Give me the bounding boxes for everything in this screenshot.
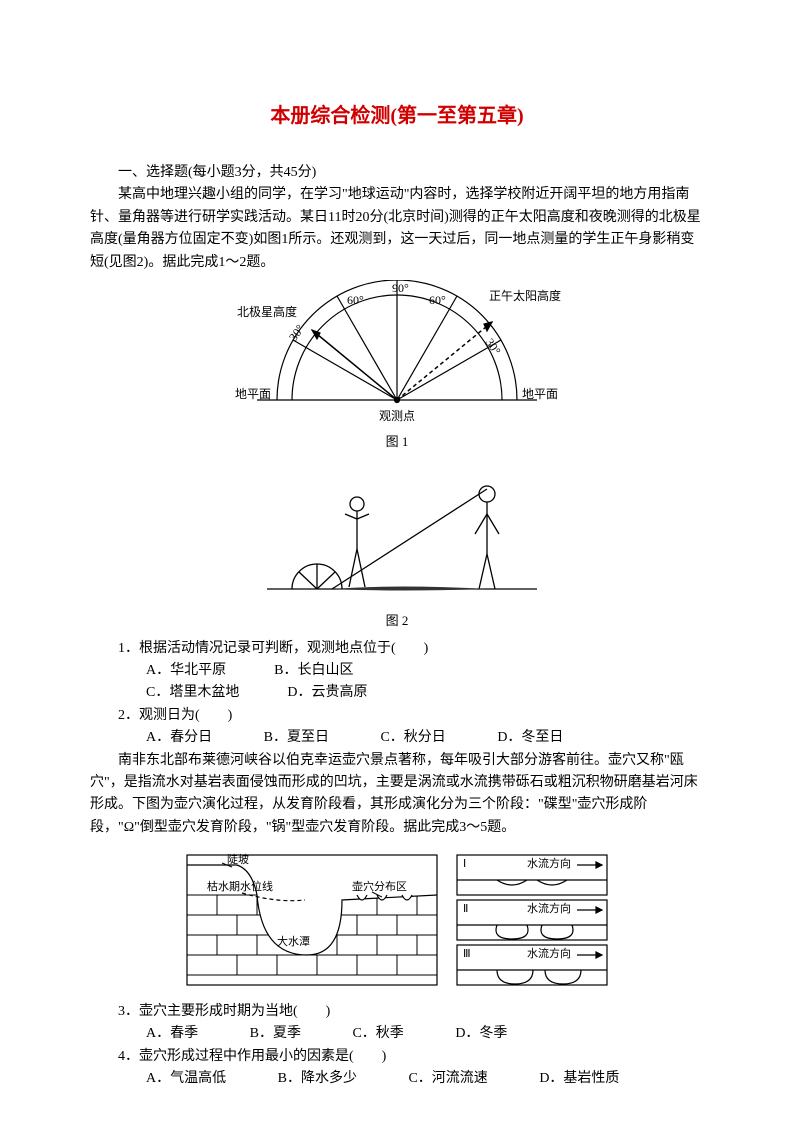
q2-stem: 2．观测日为( ) [90, 705, 704, 727]
q3-opt-c: C．秋季 [324, 1023, 403, 1045]
panel-3-roman: Ⅲ [463, 948, 471, 960]
deg-60-left-label: 60° [347, 293, 364, 307]
q2-opt-d: D．冬至日 [469, 727, 563, 749]
horizon-right-label: 地平面 [522, 387, 558, 401]
sun-altitude-label: 正午太阳高度 [489, 288, 561, 303]
q2-opt-c: C．秋分日 [352, 727, 445, 749]
shadow-svg [237, 459, 557, 609]
q3-options: A．春季 B．夏季 C．秋季 D．冬季 [90, 1023, 704, 1045]
figure-2-caption: 图 2 [90, 611, 704, 632]
q2-options: A．春分日 B．夏至日 C．秋分日 D．冬至日 [90, 727, 704, 749]
q4-opt-a: A．气温高低 [118, 1068, 226, 1090]
panel-2-flow: 水流方向 [527, 901, 571, 915]
q1-stem: 1．根据活动情况记录可判断，观测地点位于( ) [90, 638, 704, 660]
section-heading: 一、选择题(每小题3分，共45分) [90, 162, 704, 184]
polaris-label: 北极星高度 [237, 304, 297, 319]
deg-90-label: 90° [392, 281, 409, 295]
q4-opt-b: B．降水多少 [250, 1068, 357, 1090]
q1-options-line2: C．塔里木盆地 D．云贵高原 [90, 682, 704, 704]
intro-paragraph-1: 某高中地理兴趣小组的同学，在学习"地球运动"内容时，选择学校附近开阔平坦的地方用… [90, 184, 704, 274]
protractor-svg: 90° 60° 60° 30° 30° 北极星高度 正午太阳高度 地平面 地平面… [217, 280, 577, 430]
panel-3-flow: 水流方向 [527, 946, 571, 960]
figure-3: 陡坡 枯水期水位线 大水潭 壶穴分布区 Ⅰ 水流方向 Ⅱ 水流方向 [90, 845, 704, 995]
horizon-left-label: 地平面 [235, 387, 271, 401]
q1-opt-a: A．华北平原 [118, 660, 226, 682]
q4-opt-c: C．河流流速 [380, 1068, 487, 1090]
q3-opt-d: D．冬季 [427, 1023, 507, 1045]
pothole-svg: 陡坡 枯水期水位线 大水潭 壶穴分布区 Ⅰ 水流方向 Ⅱ 水流方向 [177, 845, 617, 995]
q4-opt-d: D．基岩性质 [511, 1068, 619, 1090]
observation-point-label: 观测点 [379, 409, 415, 423]
deg-60-right-label: 60° [429, 293, 446, 307]
figure-1: 90° 60° 60° 30° 30° 北极星高度 正午太阳高度 地平面 地平面… [90, 280, 704, 453]
page-title: 本册综合检测(第一至第五章) [90, 100, 704, 132]
panel-1-roman: Ⅰ [463, 858, 466, 870]
intro-paragraph-2: 南非东北部布莱德河峡谷以伯克幸运壶穴景点著称，每年吸引大部分游客前往。壶穴又称"… [90, 750, 704, 840]
q1-opt-c: C．塔里木盆地 [118, 682, 239, 704]
slope-label: 陡坡 [227, 853, 249, 866]
panel-1-flow: 水流方向 [527, 856, 571, 870]
q2-opt-a: A．春分日 [118, 727, 212, 749]
q3-opt-b: B．夏季 [222, 1023, 301, 1045]
q3-stem: 3．壶穴主要形成时期为当地( ) [90, 1001, 704, 1023]
q1-opt-b: B．长白山区 [246, 660, 353, 682]
q2-opt-b: B．夏至日 [236, 727, 329, 749]
figure-1-caption: 图 1 [90, 432, 704, 453]
q3-opt-a: A．春季 [118, 1023, 198, 1045]
q1-opt-d: D．云贵高原 [259, 682, 367, 704]
q4-options: A．气温高低 B．降水多少 C．河流流速 D．基岩性质 [90, 1068, 704, 1090]
dry-line-label: 枯水期水位线 [207, 879, 273, 893]
figure-2: 图 2 [90, 459, 704, 632]
pothole-dist-label: 壶穴分布区 [352, 879, 407, 893]
pool-label: 大水潭 [277, 934, 310, 948]
q4-stem: 4．壶穴形成过程中作用最小的因素是( ) [90, 1046, 704, 1068]
q1-options-line1: A．华北平原 B．长白山区 [90, 660, 704, 682]
panel-2-roman: Ⅱ [463, 903, 468, 915]
